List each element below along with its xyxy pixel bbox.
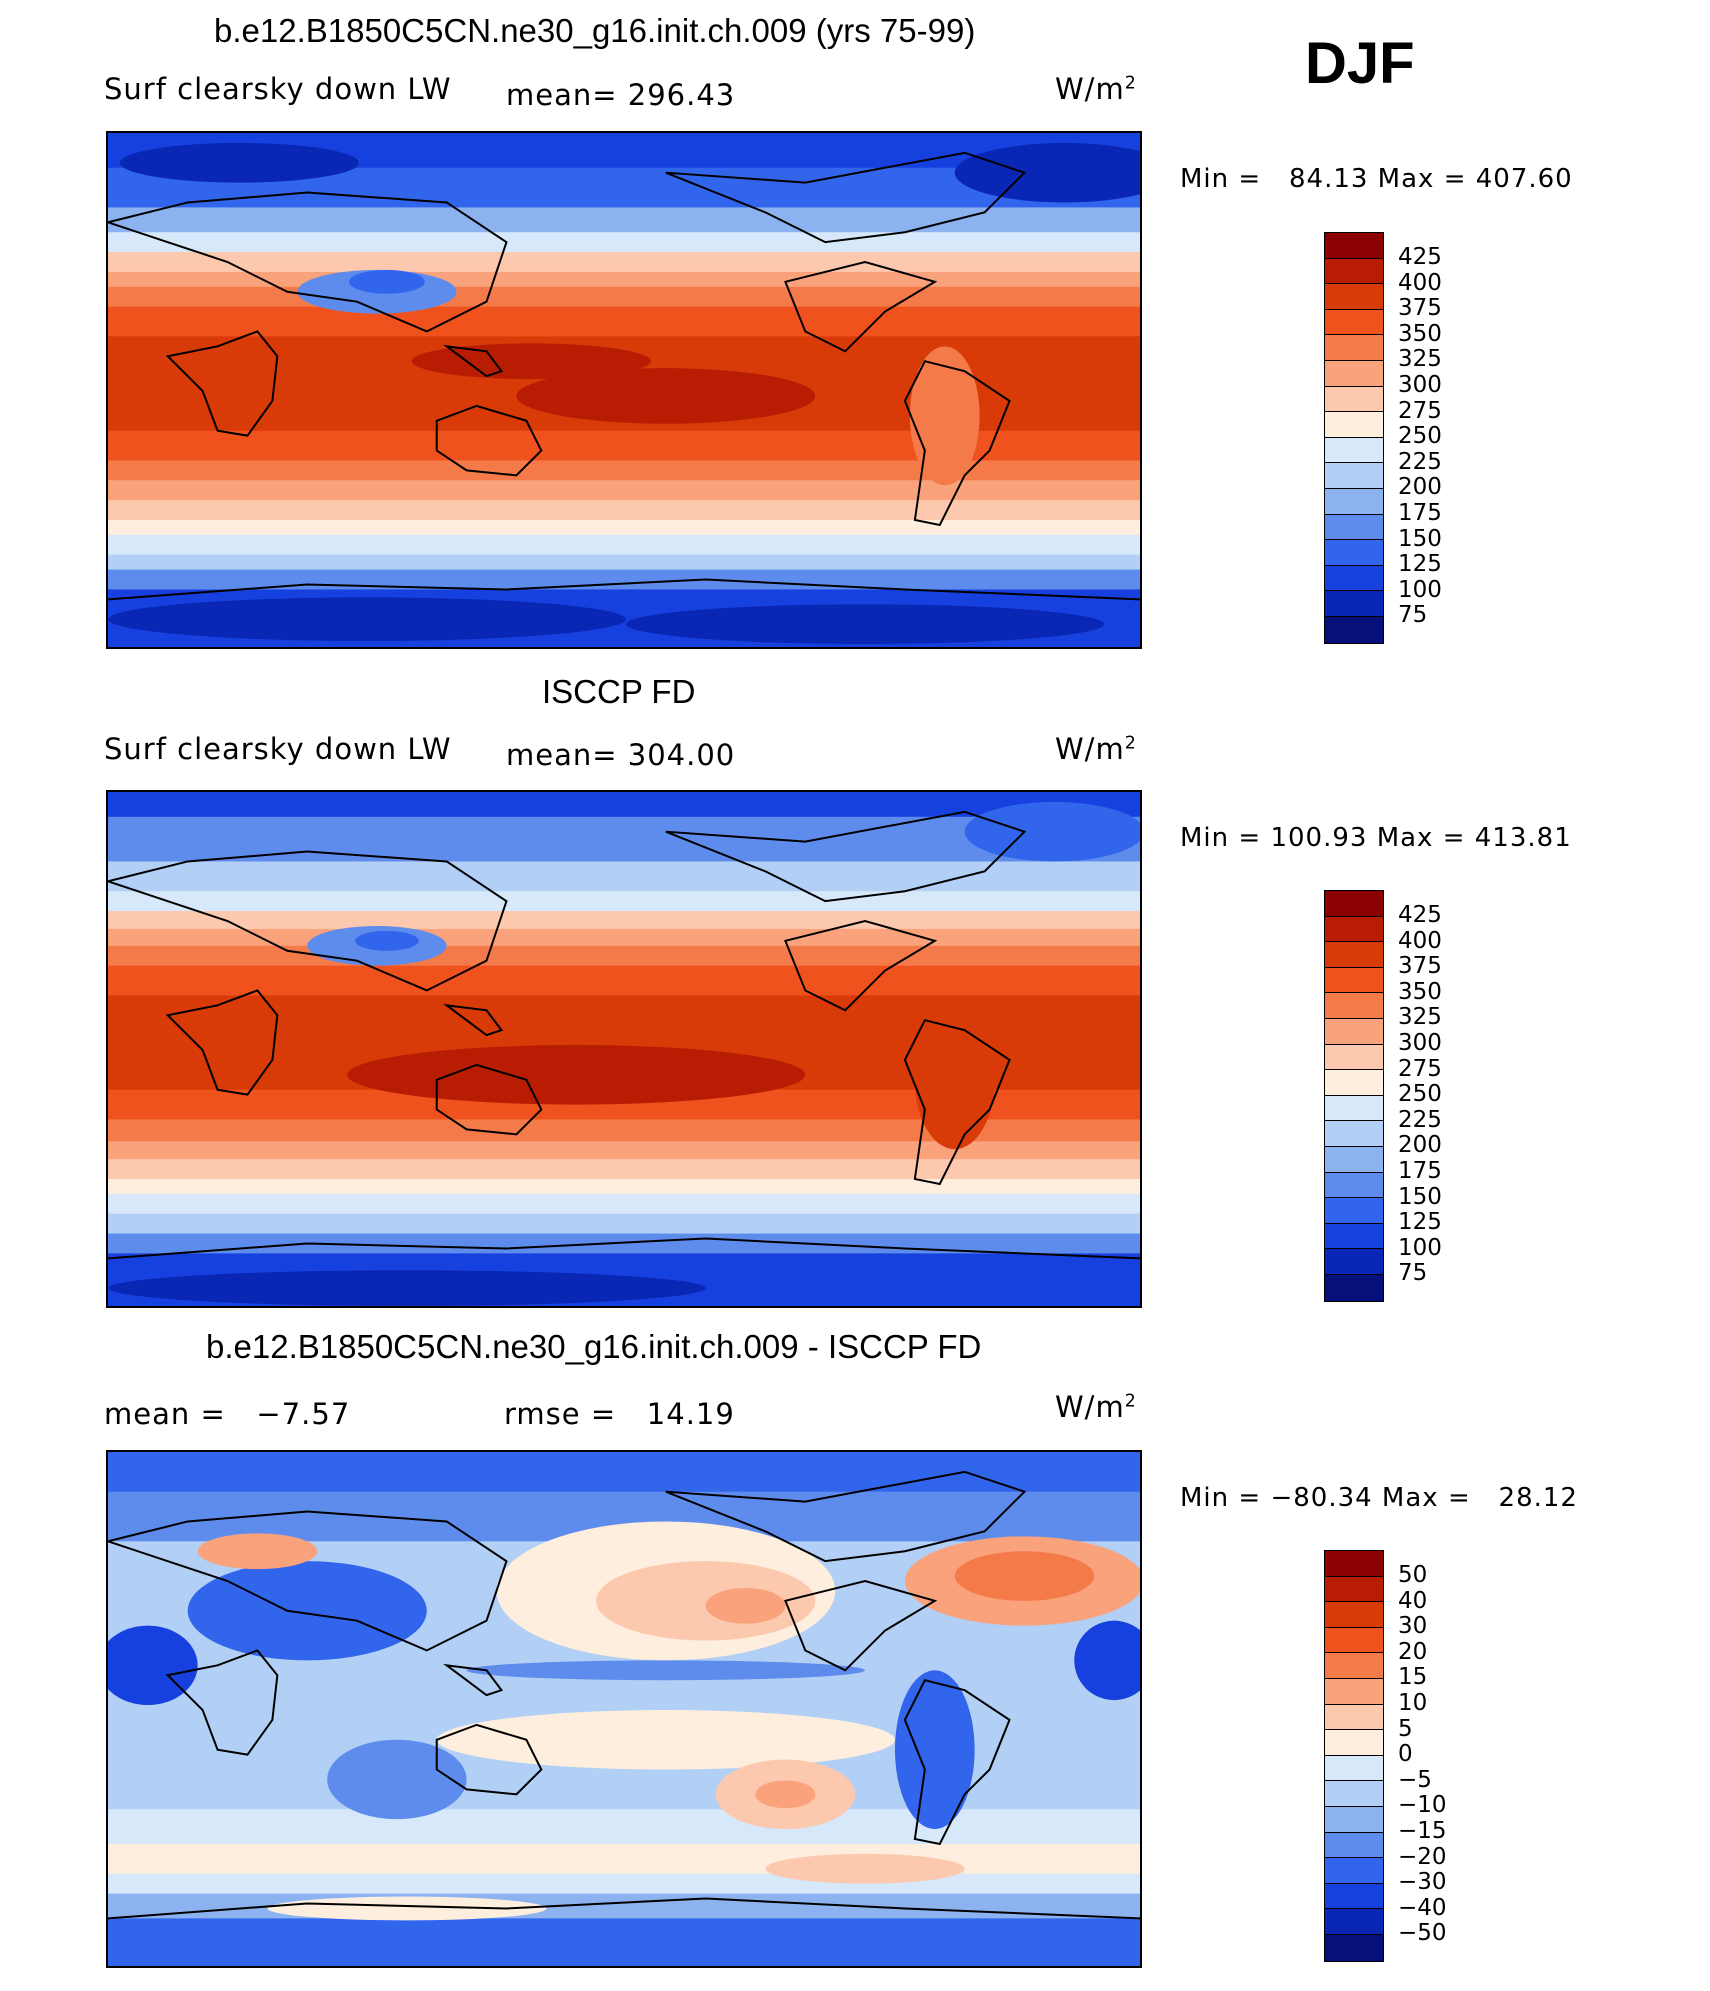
panel1-variable: Surf clearsky down LW — [104, 72, 452, 106]
panel1-mean-label: mean= — [506, 78, 618, 112]
panel2-mean-label: mean= — [506, 738, 618, 772]
panel3-minmax: Min = −80.34 Max = 28.12 — [1180, 1483, 1578, 1513]
panel2-colorbar — [1324, 890, 1384, 1302]
panel3-title: b.e12.B1850C5CN.ne30_g16.init.ch.009 - I… — [206, 1328, 982, 1365]
panel3-mean-label: mean = — [104, 1397, 226, 1431]
panel3-colorbar — [1324, 1550, 1384, 1962]
panel3-map — [106, 1450, 1142, 1968]
panel3-colorbar-labels: 50 40 30 20 15 10 5 0 −5 −10 −15 −20 −30 −40 −50 — [1398, 1562, 1447, 1947]
panel2-map — [106, 790, 1142, 1308]
panel1-unit: W/m2 — [1055, 72, 1137, 106]
panel1-minmax: Min = 84.13 Max = 407.60 — [1180, 164, 1573, 194]
panel1-map — [106, 131, 1142, 649]
panel2-colorbar-labels: 425 400 375 350 325 300 275 250 225 200 175 150 … — [1398, 902, 1442, 1287]
panel1-title: b.e12.B1850C5CN.ne30_g16.init.ch.009 (yr… — [214, 12, 976, 49]
season-label: DJF — [1305, 31, 1415, 96]
panel3-unit: W/m2 — [1055, 1390, 1137, 1424]
panel3-mean: mean = −7.57 — [104, 1397, 350, 1431]
panel1-colorbar — [1324, 232, 1384, 644]
panel2-variable: Surf clearsky down LW — [104, 732, 452, 766]
panel1-mean-value: 296.43 — [627, 78, 736, 112]
panel2-title: ISCCP FD — [542, 673, 696, 710]
panel2-unit: W/m2 — [1055, 732, 1137, 766]
panel3-rmse: rmse = 14.19 — [504, 1397, 735, 1431]
panel2-mean: mean= 304.00 — [506, 738, 735, 772]
panel2-minmax: Min = 100.93 Max = 413.81 — [1180, 823, 1572, 853]
panel1-mean: mean= 296.43 — [506, 78, 735, 112]
panel3-rmse-value: 14.19 — [646, 1397, 735, 1431]
panel3-mean-value: −7.57 — [256, 1397, 351, 1431]
panel3-rmse-label: rmse = — [504, 1397, 617, 1431]
panel1-colorbar-labels: 425 400 375 350 325 300 275 250 225 200 175 150 … — [1398, 244, 1442, 629]
panel2-mean-value: 304.00 — [627, 738, 736, 772]
